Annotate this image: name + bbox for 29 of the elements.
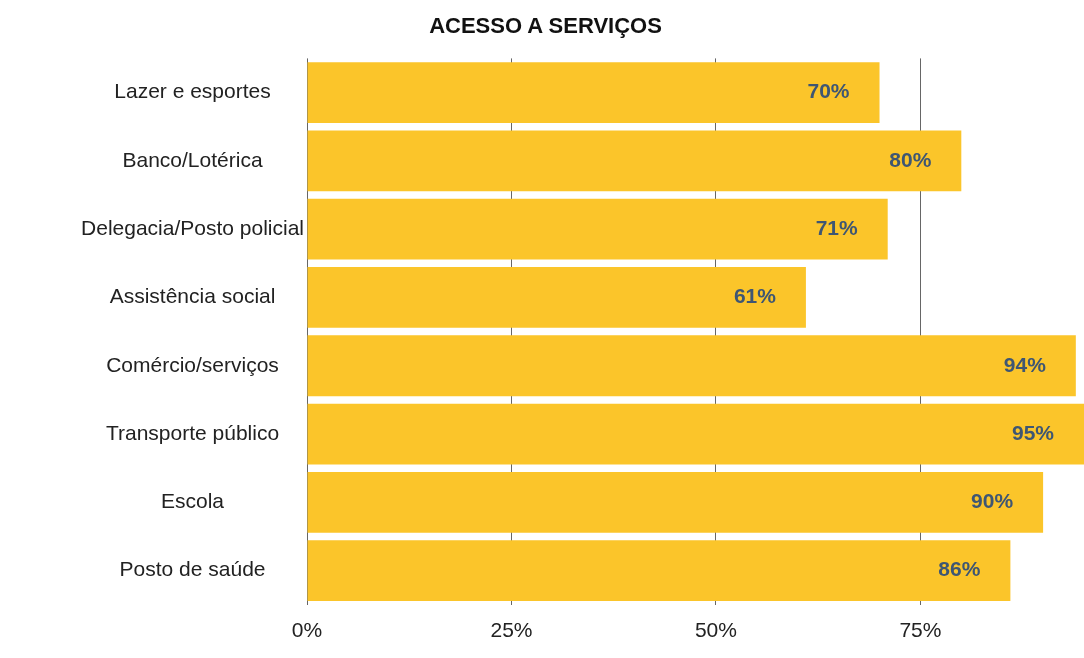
x-tick-label: 50% bbox=[694, 618, 737, 642]
bar bbox=[307, 540, 1011, 602]
bar bbox=[307, 471, 1044, 533]
bar bbox=[307, 130, 962, 192]
data-label: 61% bbox=[733, 284, 777, 308]
bar bbox=[307, 198, 888, 260]
y-tick-label: Lazer e esportes bbox=[114, 79, 271, 103]
y-tick-label: Assistência social bbox=[109, 284, 276, 308]
bar bbox=[307, 335, 1076, 397]
data-label: 70% bbox=[807, 79, 850, 103]
bar bbox=[307, 62, 880, 123]
data-label: 95% bbox=[1011, 420, 1055, 444]
bar bbox=[307, 267, 806, 328]
x-tick-label: 25% bbox=[490, 618, 533, 642]
y-tick-label: Transporte público bbox=[105, 420, 280, 444]
y-tick-label: Banco/Lotérica bbox=[122, 147, 263, 171]
x-tick-label: 75% bbox=[899, 618, 942, 642]
data-label: 86% bbox=[938, 557, 981, 581]
chart-title: ACESSO A SERVIÇOS bbox=[429, 13, 662, 39]
y-tick-label: Delegacia/Posto policial bbox=[81, 215, 304, 239]
data-label: 90% bbox=[971, 489, 1014, 513]
y-tick-label: Posto de saúde bbox=[119, 557, 266, 581]
y-tick-label: Escola bbox=[161, 489, 225, 513]
bar bbox=[307, 403, 1084, 465]
data-label: 94% bbox=[1003, 352, 1047, 376]
x-tick-label: 0% bbox=[291, 618, 323, 642]
data-label: 80% bbox=[889, 147, 932, 171]
y-tick-label: Comércio/serviços bbox=[106, 352, 279, 376]
data-label: 71% bbox=[815, 215, 859, 239]
